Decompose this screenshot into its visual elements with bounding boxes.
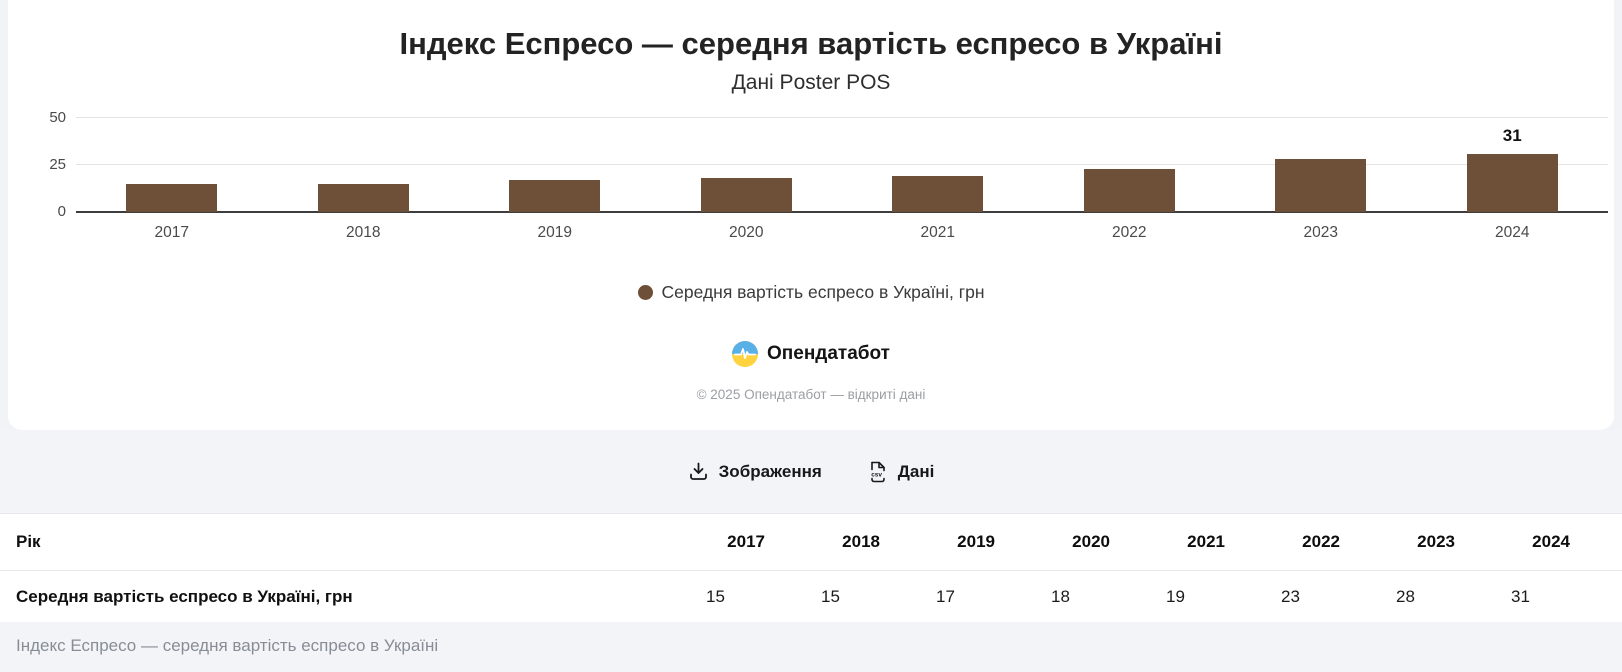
brand-name: Опендатабот: [767, 343, 890, 364]
download-data-button[interactable]: csv Дані: [868, 461, 935, 483]
table-row-label: Середня вартість еспресо в Україні, грн: [16, 587, 353, 606]
year-column-header: 2019: [957, 532, 995, 551]
legend-swatch-icon: [637, 285, 653, 300]
x-axis-label: 2018: [346, 224, 381, 241]
year-column-header: 2020: [1072, 532, 1110, 551]
y-axis-tick-label: 50: [49, 109, 66, 126]
table-header-label: Рік: [16, 532, 41, 551]
value-cell: 15: [821, 587, 840, 606]
bar-column: [842, 112, 1034, 212]
bars-row: 31: [76, 112, 1608, 212]
x-axis-label: 2022: [1112, 224, 1147, 241]
bar-2021[interactable]: [892, 176, 984, 212]
chart-subtitle: Дані Poster POS: [731, 71, 891, 94]
x-axis-label: 2023: [1303, 224, 1338, 241]
bar-column: [1225, 112, 1417, 212]
data-table: Рік 2017 2018 2019 2020 2021 2022 2023 2024 Сер…: [0, 513, 1622, 624]
table-header-row: Рік 2017 2018 2019 2020 2021 2022 2023 2024: [0, 514, 1622, 571]
copyright-text: © 2025 Опендатабот — відкриті дані: [696, 387, 926, 402]
year-column-header: 2024: [1532, 532, 1570, 551]
table-row: Середня вартість еспресо в Україні, грн …: [0, 571, 1622, 623]
bar-column: [459, 112, 651, 212]
opendatabot-logo-icon: [732, 341, 758, 367]
value-cell: 17: [936, 587, 955, 606]
download-image-button[interactable]: Зображення: [688, 461, 822, 482]
download-icon: [688, 461, 709, 482]
bar-2024[interactable]: [1466, 153, 1558, 212]
bar-value-label: 31: [1502, 125, 1522, 145]
bar-2020[interactable]: [700, 178, 792, 212]
y-axis-tick-label: 25: [49, 156, 66, 173]
year-column-header: 2017: [727, 532, 765, 551]
download-image-label: Зображення: [718, 461, 822, 481]
bar-column: [268, 112, 460, 212]
value-cell: 15: [706, 587, 725, 606]
plot-area: 0 25 50 31: [49, 109, 1608, 220]
chart-title: Індекс Еспресо — середня вартість еспрес…: [399, 26, 1223, 61]
bar-2018[interactable]: [317, 183, 409, 212]
svg-text:csv: csv: [871, 471, 882, 478]
bar-2022[interactable]: [1083, 168, 1175, 212]
brand-link[interactable]: Опендатабот: [8, 341, 1614, 367]
year-column-header: 2021: [1187, 532, 1225, 551]
x-axis-label: 2021: [920, 224, 955, 241]
bar-2017[interactable]: [126, 183, 218, 212]
toolbar: Зображення csv Дані: [0, 430, 1622, 513]
year-column-header: 2022: [1302, 532, 1340, 551]
x-axis-label: 2024: [1495, 224, 1530, 241]
value-cell: 19: [1166, 587, 1185, 606]
bar-column: [651, 112, 843, 212]
value-cell: 23: [1281, 587, 1300, 606]
chart-card: Індекс Еспресо — середня вартість еспрес…: [8, 0, 1614, 430]
x-axis-label: 2017: [154, 224, 189, 241]
download-data-label: Дані: [897, 461, 935, 481]
year-column-header: 2018: [842, 532, 880, 551]
y-axis-tick-label: 0: [57, 203, 66, 220]
csv-file-icon: csv: [868, 461, 888, 483]
gridline: [76, 164, 1608, 165]
bar-column: [76, 112, 268, 212]
value-cell: 18: [1051, 587, 1070, 606]
legend-label: Середня вартість еспресо в Україні, грн: [661, 282, 985, 302]
x-axis-label: 2020: [729, 224, 764, 241]
footer-area: Індекс Еспресо — середня вартість еспрес…: [0, 622, 1622, 672]
gridline: [76, 117, 1608, 118]
x-axis-line: [76, 211, 1608, 213]
bar-column: 31: [1417, 112, 1609, 212]
value-cell: 31: [1511, 587, 1530, 606]
bar-2019[interactable]: [509, 180, 601, 212]
bar-2023[interactable]: [1275, 159, 1367, 212]
legend[interactable]: Середня вартість еспресо в Україні, грн: [8, 282, 1614, 303]
year-column-header: 2023: [1417, 532, 1455, 551]
plot-wrap: 0 25 50 31: [49, 109, 1608, 220]
x-axis-labels: 2017 2018 2019 2020 2021 2022 2023 2024: [76, 224, 1608, 242]
value-cell: 28: [1396, 587, 1415, 606]
footer-caption: Індекс Еспресо — середня вартість еспрес…: [16, 636, 439, 655]
x-axis-label: 2019: [537, 224, 572, 241]
bar-column: [1034, 112, 1226, 212]
